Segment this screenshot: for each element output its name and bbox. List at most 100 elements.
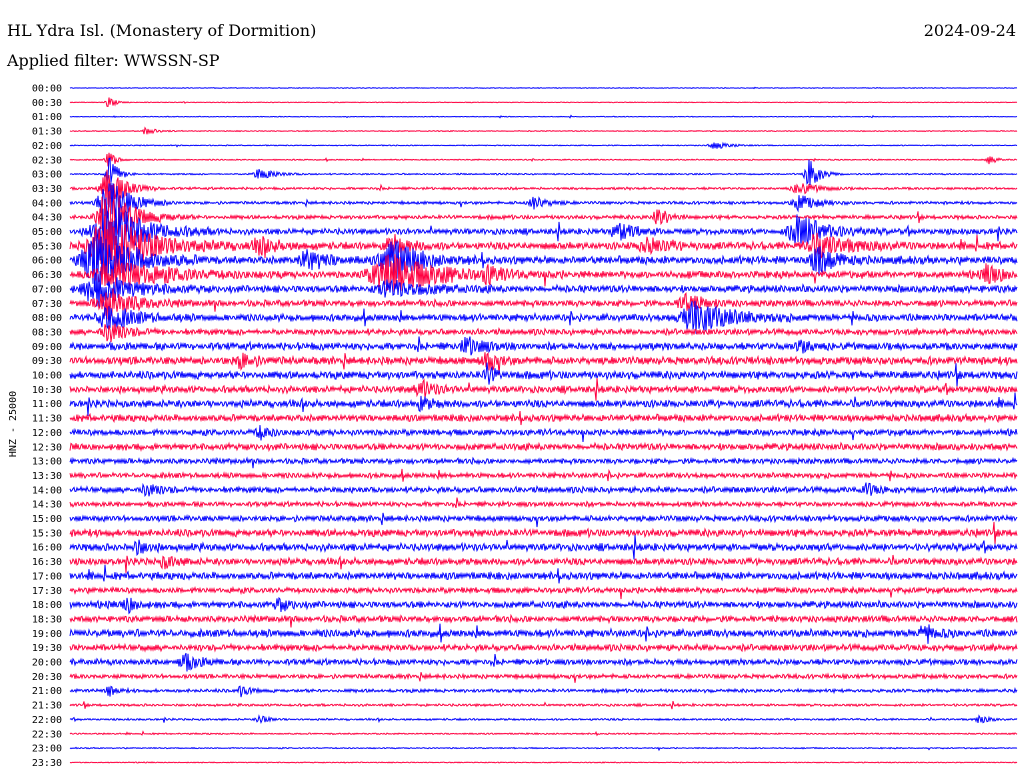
time-label: 01:00: [32, 112, 62, 123]
trace-row: [69, 97, 1018, 107]
filter-label: Applied filter: WWSSN-SP: [7, 51, 220, 70]
trace-row: [69, 189, 1018, 244]
time-label: 02:30: [32, 155, 62, 166]
trace-row: [69, 157, 1018, 186]
time-label: 11:00: [32, 399, 62, 410]
time-label: 20:30: [32, 672, 62, 683]
time-label: 02:00: [32, 141, 62, 152]
trace-row: [69, 714, 1018, 724]
time-label: 05:30: [32, 241, 62, 252]
time-label: 22:00: [32, 715, 62, 726]
trace-row: [69, 182, 1018, 220]
time-label: 13:00: [32, 457, 62, 468]
date-label: 2024-09-24: [923, 21, 1016, 40]
trace-row: [69, 362, 1018, 387]
time-label: 00:30: [32, 98, 62, 109]
time-label: 07:30: [32, 299, 62, 310]
time-label: 05:00: [32, 227, 62, 238]
time-label: 10:30: [32, 385, 62, 396]
time-label-group: 00:00 00:30 01:00 01:30 02:00 02:30 03:00 03:30…: [32, 84, 62, 769]
trace-row: [69, 554, 1018, 573]
trace-row: [69, 441, 1018, 453]
time-label: 15:30: [32, 528, 62, 539]
time-label: 22:30: [32, 729, 62, 740]
time-label: 18:30: [32, 614, 62, 625]
trace-row: [69, 521, 1018, 544]
trace-row: [69, 254, 1018, 292]
trace-row: [69, 482, 1018, 498]
time-label: 18:00: [32, 600, 62, 611]
time-label: 16:00: [32, 543, 62, 554]
time-label: 04:00: [32, 198, 62, 209]
time-label: 23:00: [32, 744, 62, 755]
trace-row: [69, 642, 1018, 653]
time-label: 07:00: [32, 284, 62, 295]
time-label: 09:00: [32, 342, 62, 353]
trace-row: [69, 700, 1018, 710]
time-label: 23:30: [32, 758, 62, 769]
time-label: 19:30: [32, 643, 62, 654]
trace-row: [69, 730, 1018, 737]
trace-row: [69, 352, 1018, 375]
trace-row: [69, 300, 1018, 334]
trace-row: [69, 623, 1018, 644]
trace-row: [69, 271, 1018, 308]
trace-row: [69, 378, 1018, 401]
trace-row: [69, 410, 1018, 426]
trace-row: [69, 234, 1018, 293]
trace-row: [69, 86, 1018, 90]
trace-row: [69, 141, 1018, 149]
trace-row: [69, 585, 1018, 600]
time-label: 09:30: [32, 356, 62, 367]
time-label: 08:30: [32, 327, 62, 338]
trace-row: [69, 685, 1018, 698]
time-label: 21:00: [32, 686, 62, 697]
trace-row: [69, 613, 1018, 628]
trace-row: [69, 512, 1018, 528]
time-label: 12:00: [32, 428, 62, 439]
trace-row: [69, 468, 1018, 482]
trace-row: [69, 169, 1018, 205]
trace-row: [69, 392, 1018, 416]
trace-row: [69, 652, 1018, 672]
trace-row: [69, 596, 1018, 615]
time-label: 15:00: [32, 514, 62, 525]
trace-row: [69, 114, 1018, 119]
trace-row: [69, 336, 1018, 356]
time-label: 17:30: [32, 586, 62, 597]
time-label: 14:00: [32, 485, 62, 496]
time-label: 08:00: [32, 313, 62, 324]
trace-row: [69, 497, 1018, 509]
time-label: 13:30: [32, 471, 62, 482]
trace-row: [69, 564, 1018, 584]
time-label: 00:00: [32, 84, 62, 95]
trace-row: [69, 425, 1018, 443]
time-label: 14:30: [32, 500, 62, 511]
trace-row: [69, 152, 1018, 167]
time-label: 04:30: [32, 213, 62, 224]
time-label: 03:30: [32, 184, 62, 195]
trace-row: [69, 205, 1018, 262]
time-label: 01:30: [32, 127, 62, 138]
time-label: 06:30: [32, 270, 62, 281]
channel-label: HNZ - 25000: [8, 391, 19, 457]
trace-row: [69, 456, 1018, 469]
trace-row: [69, 672, 1018, 683]
trace-group: [69, 86, 1018, 764]
time-label: 19:00: [32, 629, 62, 640]
time-label: 17:00: [32, 571, 62, 582]
time-label: 06:00: [32, 256, 62, 267]
time-label: 20:00: [32, 658, 62, 669]
station-title: HL Ydra Isl. (Monastery of Dormition): [7, 21, 317, 40]
trace-row: [69, 288, 1018, 321]
trace-row: [69, 215, 1018, 279]
trace-row: [69, 761, 1018, 764]
time-label: 03:00: [32, 170, 62, 181]
trace-row: [69, 746, 1018, 752]
time-label: 12:30: [32, 442, 62, 453]
trace-row: [69, 323, 1018, 343]
trace-row: [69, 535, 1018, 560]
time-label: 16:30: [32, 557, 62, 568]
time-label: 10:00: [32, 371, 62, 382]
